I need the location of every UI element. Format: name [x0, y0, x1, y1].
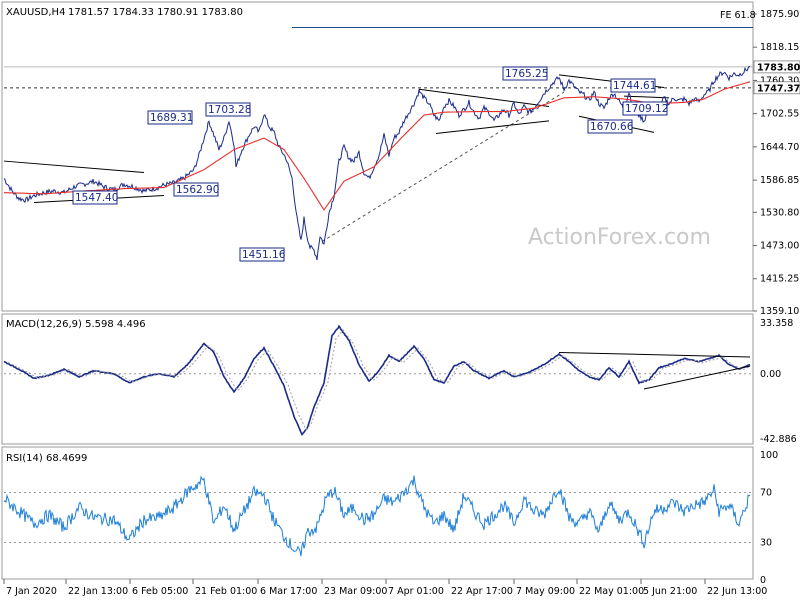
swing-label-1744: 1744.61 [613, 80, 656, 92]
macd-line [3, 324, 751, 436]
price-ytick-label: 1644.70 [760, 142, 799, 153]
swing-label-1562-box [173, 182, 219, 197]
x-tick-label: 5 Jun 21:00 [643, 586, 697, 597]
current-price-tag-box [753, 60, 800, 74]
macd-signal-line [7, 329, 751, 431]
swing-label-1562: 1562.90 [176, 184, 219, 196]
macd-trendline-lower [643, 365, 751, 390]
price-ytick-label: 1530.80 [760, 207, 799, 218]
swing-label-1744-box [610, 78, 656, 93]
swing-label-1670: 1670.66 [590, 121, 634, 133]
rsi-panel: 100 70 30 0 [3, 450, 778, 586]
price-ytick-label: 1586.85 [760, 175, 799, 186]
macd-ytick-label: 33.358 [760, 318, 793, 329]
price-panel-frame [1, 1, 754, 312]
swing-label-1689: 1689.31 [150, 112, 193, 124]
macd-trendline-upper [558, 351, 751, 358]
price-ytick-label: 1818.15 [760, 42, 799, 53]
x-tick-label: 22 May 01:00 [579, 586, 644, 597]
x-tick-label: 22 Jun 13:00 [707, 586, 767, 597]
ohlc-header: 1781.57 1784.33 1780.91 1783.80 [68, 7, 243, 18]
price-ytick-label: 1702.55 [760, 109, 799, 120]
rsi-line [3, 475, 751, 557]
price-ytick-label: 1415.25 [760, 274, 799, 285]
x-tick-label: 6 Mar 17:00 [260, 586, 317, 597]
macd-ytick-label: 0.00 [760, 369, 781, 380]
swing-label-1547: 1547.40 [75, 192, 118, 204]
pattern-trendline [435, 120, 550, 134]
swing-label-1451: 1451.16 [242, 249, 286, 261]
x-tick-label: 22 Apr 17:00 [451, 586, 513, 597]
x-tick-label: 21 Feb 01:00 [195, 586, 257, 597]
x-tick-label: 7 May 09:00 [516, 586, 575, 597]
price-ytick-label: 1875.90 [760, 9, 799, 20]
price-panel: 1875.90 1818.15 1760.30 1702.55 1644.70 1586.… [3, 9, 800, 317]
swing-label-1765-box [502, 66, 548, 81]
swing-label-1703-box [205, 102, 251, 117]
macd-panel: 33.358 0.00 -42.886 [3, 318, 797, 445]
current-price-tag: 1783.80 [757, 62, 800, 73]
swing-label-1709-box [622, 101, 668, 116]
pattern-trendline [418, 88, 550, 107]
swing-label-1709: 1709.12 [625, 103, 668, 115]
swing-label-1670-box [587, 119, 633, 134]
rsi-title: RSI(14) 68.4699 [6, 453, 87, 464]
rsi-ytick-label: 100 [760, 450, 778, 461]
pattern-trendline [3, 160, 145, 174]
rsi-ytick-label: 30 [760, 538, 772, 549]
level-price-tag: 1747.37 [757, 83, 800, 94]
rsi-ytick-label: 0 [760, 575, 766, 586]
x-axis: 7 Jan 2020 22 Jan 13:00 6 Feb 05:00 21 Feb … [3, 579, 767, 597]
rsi-ytick-label: 70 [760, 488, 772, 499]
macd-title: MACD(12,26,9) 5.598 4.496 [6, 319, 146, 330]
pattern-trendline [623, 95, 670, 99]
swing-label-1703: 1703.28 [208, 104, 251, 116]
price-ytick-label: 1359.10 [760, 306, 799, 317]
x-tick-label: 23 Mar 09:00 [324, 586, 387, 597]
price-ytick-label: 1473.00 [760, 241, 799, 252]
x-tick-label: 22 Jan 13:00 [68, 586, 128, 597]
symbol-header: XAUUSD,H4 [6, 7, 65, 18]
moving-average-line [4, 81, 751, 211]
fe-label: FE 61.8 [720, 10, 756, 21]
rsi-panel-frame [1, 446, 754, 580]
swing-label-1765: 1765.25 [505, 68, 548, 80]
level-price-tag-box [753, 81, 800, 95]
swing-label-1689-box [147, 110, 193, 125]
swing-label-1547-box [72, 190, 118, 205]
price-ytick-label: 1760.30 [760, 75, 799, 86]
macd-ytick-label: -42.886 [760, 434, 797, 445]
x-tick-label: 7 Jan 2020 [6, 586, 57, 597]
x-tick-label: 6 Feb 05:00 [132, 586, 188, 597]
watermark: ActionForex.com [528, 225, 711, 250]
x-tick-label: 7 Apr 01:00 [388, 586, 444, 597]
macd-panel-frame [1, 313, 754, 445]
swing-label-1451-box [239, 247, 285, 262]
